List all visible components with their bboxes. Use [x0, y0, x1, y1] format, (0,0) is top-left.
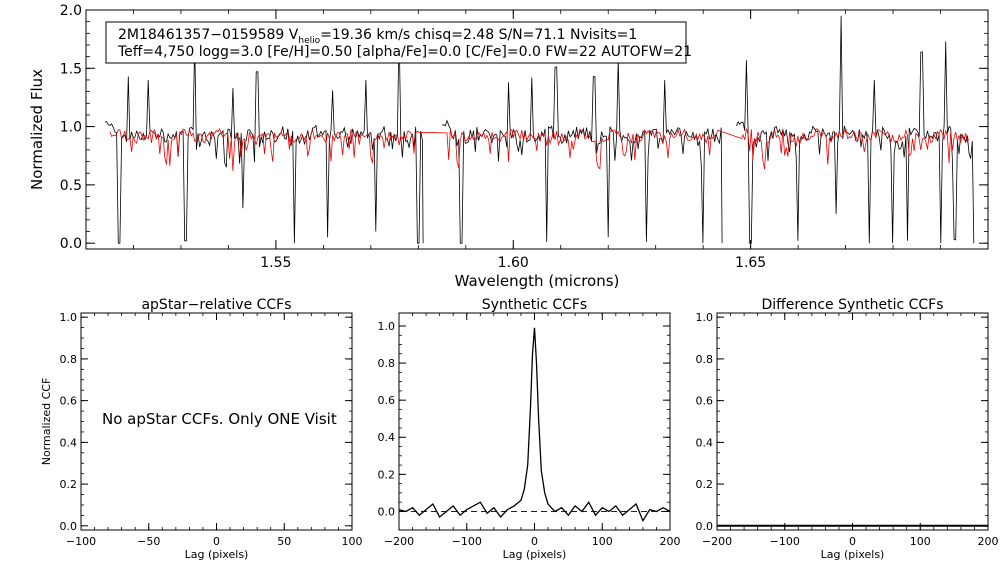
y-tick-label: 0.8 — [696, 353, 714, 366]
x-tick-label: −100 — [770, 535, 800, 548]
ccf-axes-frame-2 — [716, 312, 989, 531]
ccf-x-axis-label: Lag (pixels) — [185, 548, 249, 561]
model-spectrum-line — [109, 127, 970, 172]
y-tick-label: 0.6 — [378, 394, 396, 407]
spectrum-axes-frame — [85, 9, 989, 250]
y-tick-label: 1.0 — [378, 320, 396, 333]
y-tick-label: 0.8 — [60, 353, 78, 366]
x-tick-label: 100 — [910, 535, 931, 548]
annotation-line-2: Teff=4,750 logg=3.0 [Fe/H]=0.50 [alpha/F… — [117, 44, 692, 60]
x-tick-label: 1.60 — [498, 255, 529, 271]
x-tick-label: −50 — [137, 535, 160, 548]
y-tick-label: 2.0 — [60, 3, 82, 19]
x-tick-label: −100 — [66, 535, 96, 548]
ccf-panel-title: Synthetic CCFs — [482, 297, 587, 313]
synthetic-ccf-line — [398, 327, 671, 523]
ccf-x-axis-label: Lag (pixels) — [503, 548, 567, 561]
y-tick-label: 1.0 — [696, 311, 714, 324]
y-tick-label: 0.6 — [60, 395, 78, 408]
annotation-line-1: 2M18461357−0159589 Vhelio=19.36 km/s chi… — [118, 27, 637, 46]
spectrum-x-axis-label: Wavelength (microns) — [455, 272, 620, 290]
no-ccf-message: No apStar CCFs. Only ONE Visit — [102, 410, 337, 428]
spectrum-y-axis-label: Normalized Flux — [28, 69, 46, 190]
y-tick-label: 0.5 — [60, 178, 82, 194]
y-tick-label: 0.6 — [696, 395, 714, 408]
annotation-subscript: helio — [298, 36, 320, 46]
y-tick-label: 0.0 — [60, 236, 82, 252]
ccf-panel-title: apStar−relative CCFs — [141, 297, 291, 313]
annotation-stats: =19.36 km/s chisq=2.48 S/N=71.1 Nvisits=… — [320, 27, 637, 43]
x-tick-label: 0 — [213, 535, 220, 548]
annotation-star-id: 2M18461357−0159589 V — [118, 27, 299, 43]
x-tick-label: 1.65 — [735, 255, 766, 271]
y-tick-label: 1.5 — [60, 61, 82, 77]
ccf-y-axis-label: Normalized CCF — [40, 378, 53, 466]
x-tick-label: 50 — [277, 535, 291, 548]
ccf-axes-frame-1 — [398, 312, 671, 531]
y-tick-label: 0.2 — [378, 468, 396, 481]
y-tick-label: 0.8 — [378, 357, 396, 370]
x-tick-label: 0 — [849, 535, 856, 548]
x-tick-label: −200 — [384, 535, 414, 548]
x-tick-label: −200 — [702, 535, 732, 548]
y-tick-label: 0.0 — [696, 520, 714, 533]
y-tick-label: 1.0 — [60, 120, 82, 136]
ccf-x-axis-label: Lag (pixels) — [821, 548, 885, 561]
y-tick-label: 0.0 — [378, 505, 396, 518]
y-tick-label: 1.0 — [60, 311, 78, 324]
x-tick-label: 1.55 — [260, 255, 291, 271]
x-tick-label: −100 — [452, 535, 482, 548]
x-tick-label: 200 — [978, 535, 999, 548]
y-tick-label: 0.0 — [60, 520, 78, 533]
annotation-box — [105, 21, 687, 64]
y-tick-label: 0.4 — [60, 436, 78, 449]
y-tick-label: 0.2 — [696, 478, 714, 491]
y-tick-label: 0.4 — [378, 431, 396, 444]
ccf-panel-title: Difference Synthetic CCFs — [761, 297, 943, 313]
x-tick-label: 100 — [592, 535, 613, 548]
y-tick-label: 0.4 — [696, 436, 714, 449]
y-tick-label: 0.2 — [60, 478, 78, 491]
x-tick-label: 100 — [342, 535, 363, 548]
x-tick-label: 200 — [660, 535, 681, 548]
x-tick-label: 0 — [531, 535, 538, 548]
